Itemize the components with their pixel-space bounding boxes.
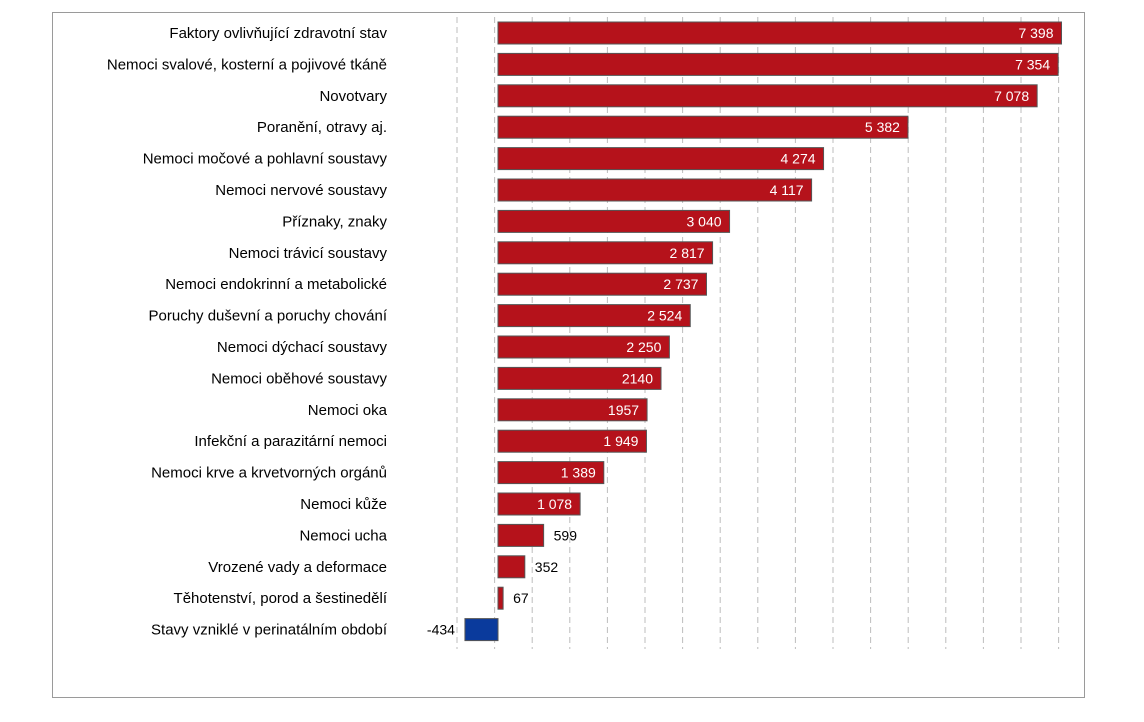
bar (497, 492, 581, 516)
bar-layer (464, 21, 1063, 642)
category-label: Nemoci oka (308, 402, 388, 419)
category-label: Nemoci ucha (299, 527, 387, 544)
value-label: 67 (513, 590, 529, 606)
category-label: Nemoci krve a krvetvorných orgánů (151, 465, 387, 482)
category-label: Příznaky, znaky (282, 213, 387, 230)
category-label: Stavy vzniklé v perinatálním období (151, 622, 388, 639)
bar (497, 304, 691, 328)
value-label: 3 040 (687, 213, 722, 229)
bar (497, 52, 1059, 76)
category-label: Nemoci oběhové soustavy (211, 370, 387, 387)
grid-layer (456, 17, 1060, 649)
label-layer: Faktory ovlivňující zdravotní stav 7 398 N… (107, 25, 1054, 639)
bar (497, 21, 1063, 45)
bar (497, 272, 707, 296)
value-label: 2 817 (670, 245, 705, 261)
chart-frame: Faktory ovlivňující zdravotní stav 7 398 N… (52, 12, 1085, 698)
value-label: 2140 (622, 370, 653, 386)
bar (497, 523, 545, 547)
value-label: 7 078 (994, 88, 1029, 104)
value-label: 1 949 (603, 433, 638, 449)
value-label: 5 382 (865, 119, 900, 135)
value-label: 4 117 (770, 182, 804, 198)
value-label: -434 (427, 622, 455, 638)
category-label: Poruchy duševní a poruchy chování (149, 308, 388, 325)
value-label: 7 398 (1018, 25, 1053, 41)
category-label: Faktory ovlivňující zdravotní stav (169, 25, 387, 42)
bar (497, 429, 647, 453)
category-label: Nemoci svalové, kosterní a pojivové tkán… (107, 56, 387, 73)
value-label: 1 078 (537, 496, 572, 512)
category-label: Novotvary (319, 88, 387, 105)
value-label: 352 (535, 559, 559, 575)
category-label: Nemoci kůže (300, 496, 387, 513)
bar (497, 115, 909, 139)
bar (497, 178, 813, 202)
category-label: Vrozené vady a deformace (208, 559, 387, 576)
value-label: 1 389 (561, 465, 596, 481)
bar (497, 209, 731, 233)
category-label: Nemoci nervové soustavy (215, 182, 387, 199)
category-label: Nemoci močové a pohlavní soustavy (143, 151, 388, 168)
category-label: Nemoci dýchací soustavy (217, 339, 388, 356)
bar (497, 398, 648, 422)
bar (497, 241, 714, 265)
bar (464, 618, 499, 642)
value-label: 1957 (608, 402, 639, 418)
bar (497, 335, 670, 359)
category-label: Těhotenství, porod a šestinedělí (174, 590, 388, 607)
bar (497, 461, 605, 485)
category-label: Poranění, otravy aj. (257, 119, 387, 136)
bar (497, 586, 504, 610)
bar-chart: Faktory ovlivňující zdravotní stav 7 398 N… (107, 17, 1063, 649)
value-label: 2 737 (663, 276, 698, 292)
value-label: 2 250 (626, 339, 661, 355)
bar (497, 555, 526, 579)
category-label: Nemoci trávicí soustavy (229, 245, 388, 262)
value-label: 2 524 (647, 308, 682, 324)
value-label: 7 354 (1015, 56, 1050, 72)
bar (497, 147, 825, 171)
category-label: Infekční a parazitární nemoci (194, 433, 387, 450)
value-label: 599 (554, 527, 578, 543)
value-label: 4 274 (781, 151, 816, 167)
bar (497, 366, 662, 390)
category-label: Nemoci endokrinní a metabolické (165, 276, 387, 293)
bar (497, 84, 1038, 108)
